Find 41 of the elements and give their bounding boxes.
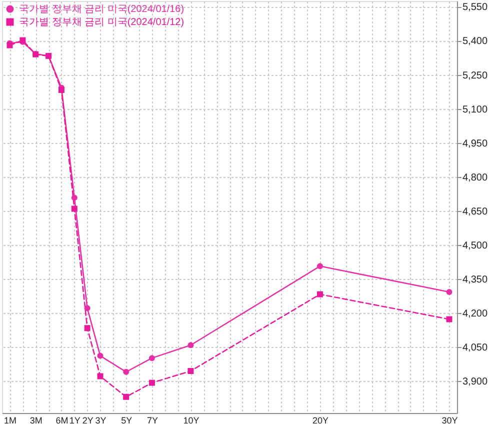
point <box>71 194 78 201</box>
point <box>188 368 194 374</box>
x-tick-label: 20Y <box>312 416 328 426</box>
y-tick-label: 5,550 <box>462 2 488 14</box>
point <box>188 342 194 348</box>
y-tick-label: 5,400 <box>462 36 488 48</box>
point <box>71 206 78 212</box>
y-tick-label: 4,500 <box>462 240 488 252</box>
x-tick-label: 3M <box>30 416 42 426</box>
point <box>148 355 155 362</box>
x-tick-label: 1Y <box>69 416 80 426</box>
legend-label: 국가별 정부채 금리 미국(2024/01/12) <box>19 17 184 28</box>
point <box>97 352 104 359</box>
y-tick-label: 4,800 <box>462 172 488 184</box>
point <box>123 368 130 375</box>
point <box>316 291 323 298</box>
x-tick-label: 7Y <box>146 416 158 426</box>
point <box>123 394 130 400</box>
legend-label: 국가별 정부채 금리 미국(2024/01/16) <box>19 4 184 15</box>
x-tick-label: 10Y <box>183 416 200 426</box>
y-tick-label: 5,250 <box>462 70 488 82</box>
x-tick-label: 5Y <box>121 416 132 426</box>
y-tick-label: 4,650 <box>462 206 488 218</box>
y-tick-label: 3,900 <box>462 376 488 388</box>
x-tick-label: 6M <box>56 416 68 426</box>
point <box>148 380 155 386</box>
x-tick-label: 2Y <box>82 416 94 426</box>
y-tick-label: 4,050 <box>462 342 488 354</box>
point <box>97 373 104 380</box>
x-tick-label: 3Y <box>95 416 106 426</box>
point <box>446 316 452 322</box>
y-tick-label: 4,200 <box>462 308 488 320</box>
x-tick-label: 30Y <box>442 416 458 426</box>
y-tick-label: 5,100 <box>462 104 488 116</box>
point <box>316 263 323 270</box>
y-tick-label: 4,350 <box>462 274 488 286</box>
point <box>84 325 90 332</box>
y-tick-label: 4,950 <box>462 138 488 150</box>
point <box>84 305 90 312</box>
x-tick-label: 1M <box>4 416 17 426</box>
point <box>446 289 452 296</box>
